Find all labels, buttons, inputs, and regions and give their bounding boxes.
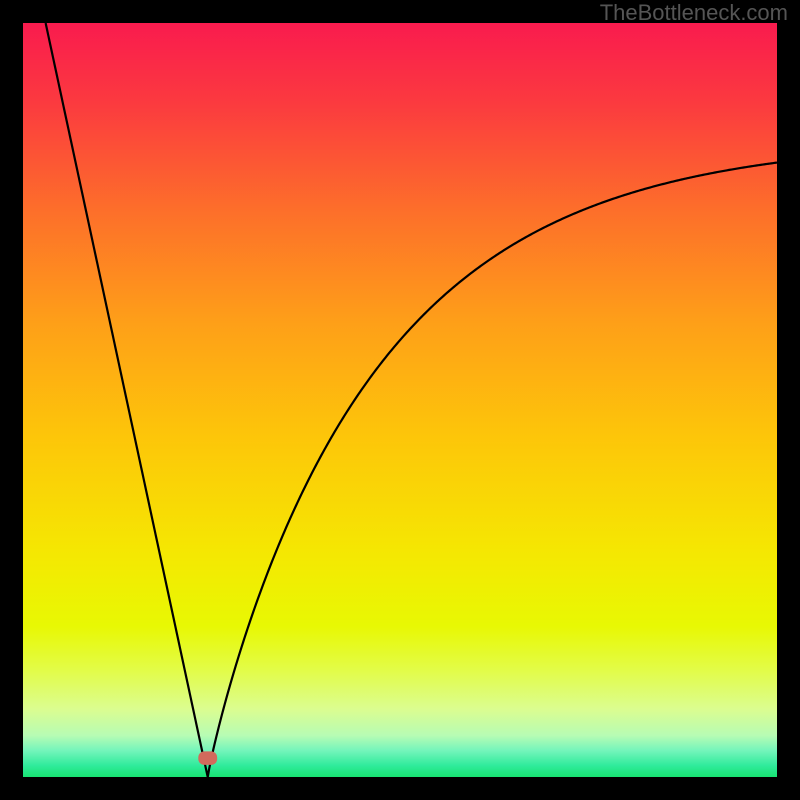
gradient-background <box>23 23 777 777</box>
chart-frame: TheBottleneck.com <box>0 0 800 800</box>
watermark-text: TheBottleneck.com <box>600 0 788 26</box>
bottleneck-chart <box>0 0 800 800</box>
minimum-marker <box>198 751 217 765</box>
